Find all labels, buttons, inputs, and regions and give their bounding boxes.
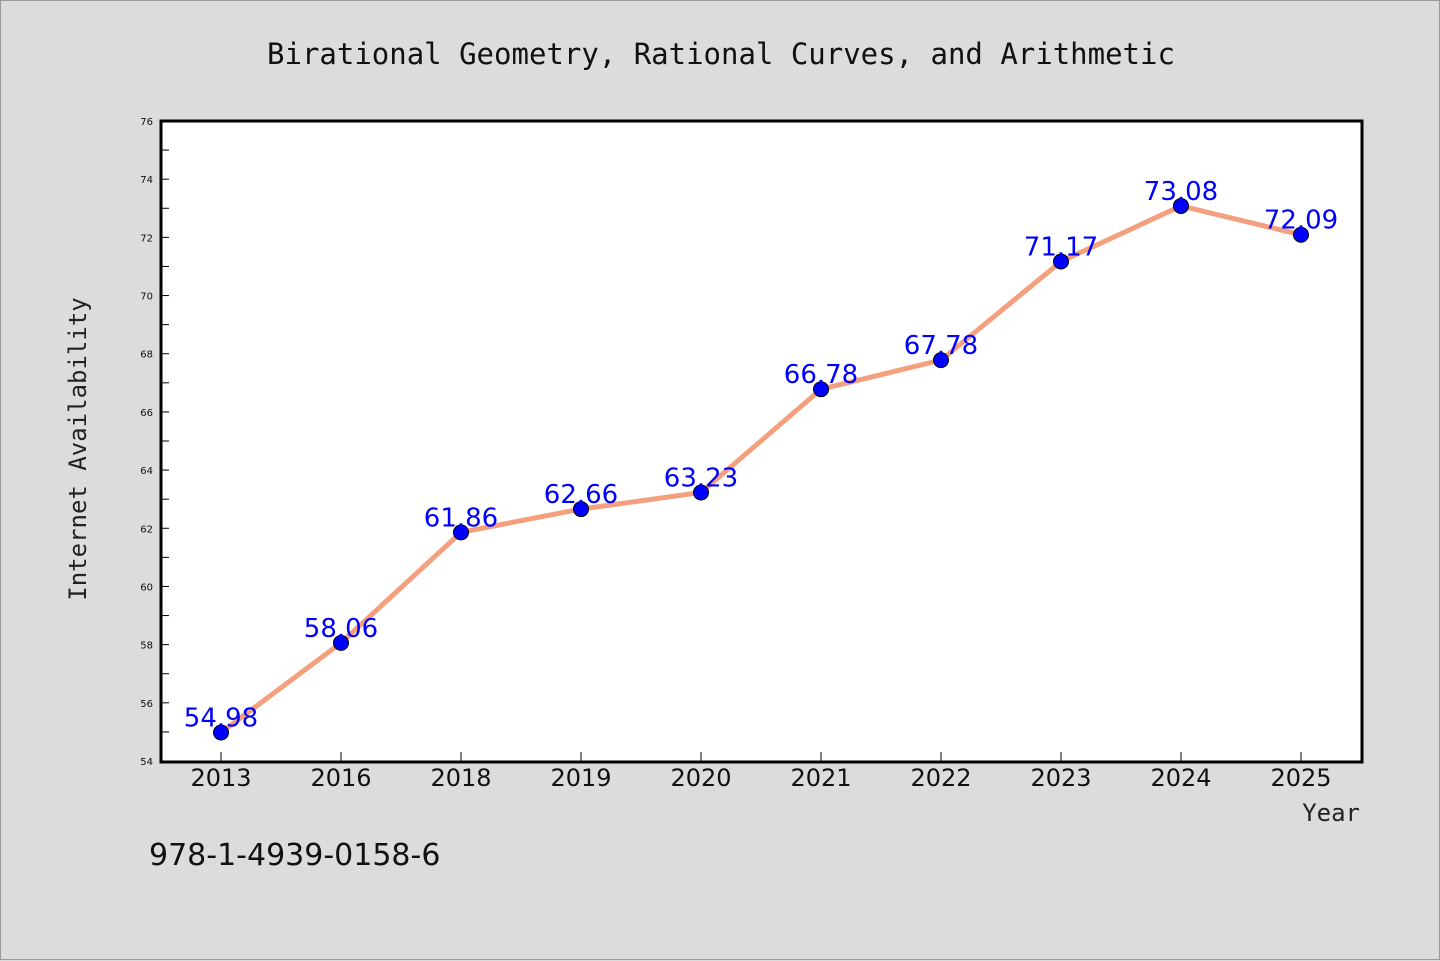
x-axis: 2013 2016 2018 2019 2020 2021 2022 2023 2024 2025 [190, 752, 1332, 792]
data-point [933, 352, 949, 369]
data-point [573, 501, 589, 518]
y-tick-label: 60 [140, 582, 153, 593]
y-axis-title: Internet Availability [64, 297, 92, 600]
data-point [333, 634, 349, 651]
x-tick-label: 2021 [790, 764, 851, 792]
y-tick-label: 76 [140, 117, 153, 128]
data-label: 54.98 [184, 703, 258, 733]
x-tick-label: 2016 [310, 764, 371, 792]
data-point [693, 484, 709, 501]
data-point [1293, 226, 1309, 243]
y-tick-label: 68 [140, 350, 153, 361]
x-tick-label: 2022 [910, 764, 971, 792]
y-tick-label: 70 [140, 292, 153, 303]
chart-title: Birational Geometry, Rational Curves, an… [267, 37, 1175, 71]
data-label: 63.23 [664, 463, 738, 493]
x-tick-label: 2025 [1270, 764, 1331, 792]
data-point [453, 524, 469, 541]
y-tick-label: 64 [140, 466, 153, 477]
y-axis: 54 56 58 60 62 64 66 68 70 72 74 76 [140, 117, 169, 768]
data-label: 67.78 [904, 331, 978, 361]
x-tick-label: 2020 [670, 764, 731, 792]
data-point [213, 724, 229, 741]
y-tick-label: 62 [140, 524, 153, 535]
x-tick-label: 2019 [550, 764, 611, 792]
y-tick-label: 56 [140, 699, 153, 710]
data-point [1053, 253, 1069, 270]
y-tick-label: 58 [140, 641, 153, 652]
x-tick-label: 2023 [1030, 764, 1091, 792]
x-tick-label: 2018 [430, 764, 491, 792]
data-label: 61.86 [424, 503, 498, 533]
series-group: 54.98 58.06 61.86 62.66 63.23 66.78 67.78 71.17… [184, 177, 1338, 741]
data-label: 58.06 [304, 614, 378, 644]
data-label: 73.08 [1144, 177, 1218, 207]
data-label: 62.66 [544, 480, 618, 510]
y-tick-label: 74 [140, 175, 153, 186]
data-point [813, 381, 829, 398]
y-tick-label: 54 [140, 757, 153, 768]
isbn-text: 978-1-4939-0158-6 [149, 838, 440, 873]
series-line [219, 203, 1302, 735]
x-axis-title: Year [1302, 799, 1360, 827]
x-tick-label: 2024 [1150, 764, 1211, 792]
y-tick-label: 72 [140, 233, 153, 244]
data-label: 71.17 [1024, 233, 1098, 263]
data-label: 66.78 [784, 360, 858, 390]
data-point [1173, 197, 1189, 214]
y-tick-label: 66 [140, 408, 153, 419]
x-tick-label: 2013 [190, 764, 251, 792]
data-label: 72.09 [1264, 206, 1338, 236]
